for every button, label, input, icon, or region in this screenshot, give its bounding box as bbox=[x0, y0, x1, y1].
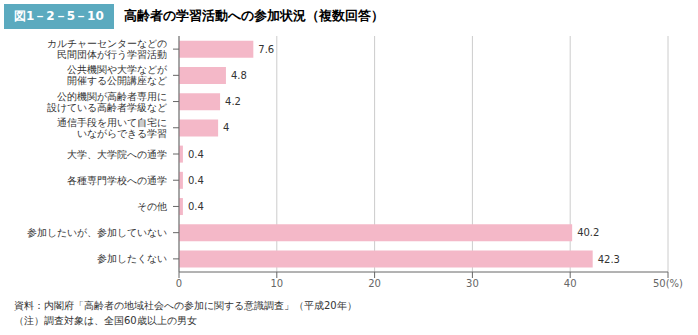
html-text:資料：内閣府「高齢者の地域社会への参加に関する意識調査」（平: 資料：内閣府「高齢者の地域社会への参加に関する意識調査」（平成20年） bbox=[14, 300, 357, 311]
svg-text:公的機関が高齢者専用に設けている高齢者学級など: 公的機関が高齢者専用に設けている高齢者学級など bbox=[47, 91, 167, 113]
svg-text:0.4: 0.4 bbox=[188, 175, 204, 186]
svg-text:各種専門学校への通学: 各種専門学校への通学 bbox=[67, 175, 167, 186]
svg-text:公共機関や大学などが開催する公開講座など: 公共機関や大学などが開催する公開講座など bbox=[67, 64, 168, 86]
svg-text:4.2: 4.2 bbox=[225, 96, 241, 107]
svg-text:4: 4 bbox=[223, 122, 229, 133]
svg-text:大学、大学院への通学: 大学、大学院への通学 bbox=[67, 149, 167, 160]
html-text:図1－2－5－10: 図1－2－5－10 bbox=[14, 8, 104, 23]
html-text:高齢者の学習活動への参加状況（複数回答）: 高齢者の学習活動への参加状況（複数回答） bbox=[123, 8, 384, 23]
svg-text:参加したいが、参加していない: 参加したいが、参加していない bbox=[27, 227, 167, 238]
svg-text:参加したくない: 参加したくない bbox=[97, 253, 167, 264]
svg-text:40.2: 40.2 bbox=[577, 227, 599, 238]
svg-text:10: 10 bbox=[270, 278, 283, 289]
svg-text:カルチャーセンターなどの民間団体が行う学習活動: カルチャーセンターなどの民間団体が行う学習活動 bbox=[47, 38, 167, 60]
svg-text:40: 40 bbox=[564, 278, 577, 289]
svg-text:20: 20 bbox=[368, 278, 381, 289]
svg-text:30: 30 bbox=[466, 278, 479, 289]
html-text:（注）調査対象は、全国60歳以上の男女: （注）調査対象は、全国60歳以上の男女 bbox=[14, 315, 197, 326]
svg-text:4.8: 4.8 bbox=[231, 70, 247, 81]
svg-text:50(%): 50(%) bbox=[653, 278, 683, 289]
svg-text:0: 0 bbox=[176, 278, 182, 289]
svg-text:0.4: 0.4 bbox=[188, 149, 204, 160]
svg-text:その他: その他 bbox=[137, 201, 167, 212]
svg-text:42.3: 42.3 bbox=[598, 254, 620, 265]
svg-text:0.4: 0.4 bbox=[188, 201, 204, 212]
svg-text:7.6: 7.6 bbox=[258, 44, 274, 55]
svg-text:通信手段を用いて自宅にいながらできる学習: 通信手段を用いて自宅にいながらできる学習 bbox=[57, 117, 167, 139]
